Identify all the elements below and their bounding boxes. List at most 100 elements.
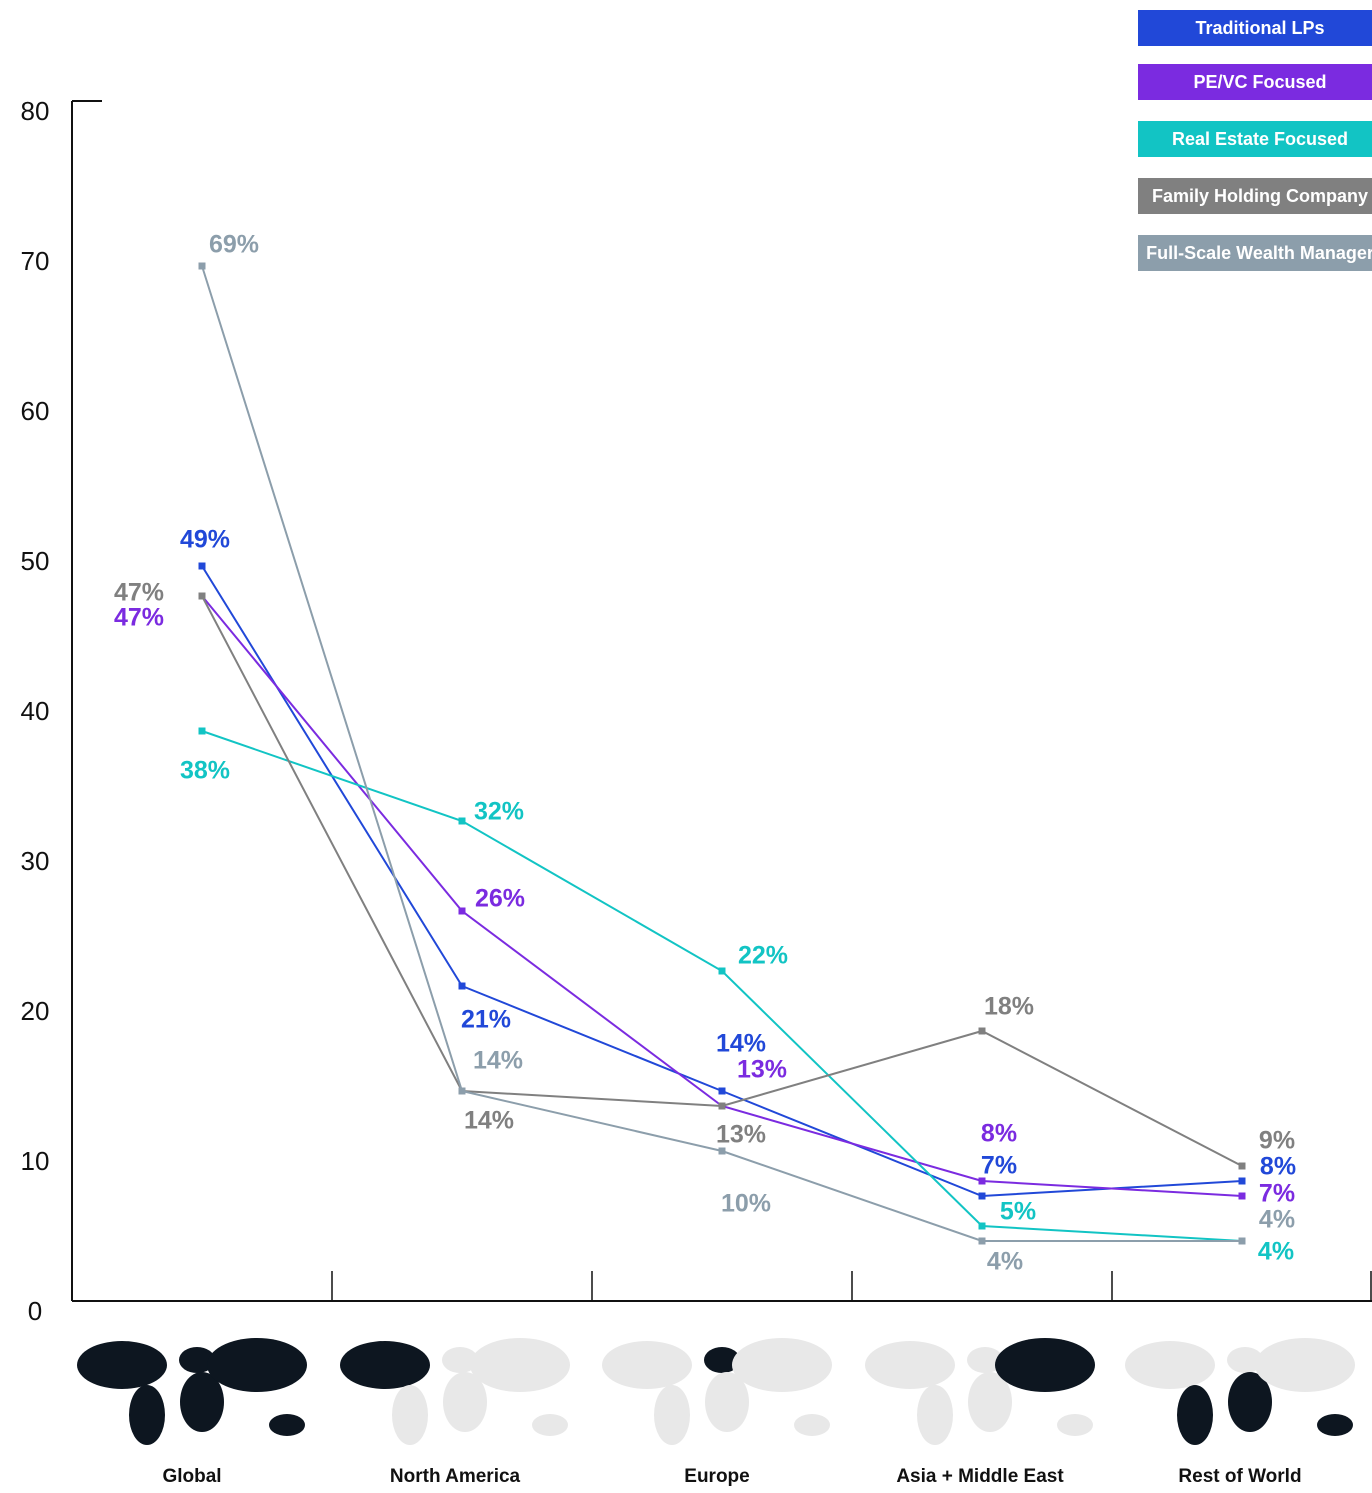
data-label: 5%: [1000, 1198, 1036, 1226]
data-label: 49%: [180, 526, 230, 554]
point-marker: [198, 727, 206, 735]
map-region: [129, 1385, 165, 1445]
point-marker: [1238, 1162, 1246, 1170]
point-marker: [978, 1222, 986, 1230]
data-label: 18%: [984, 993, 1034, 1021]
map-region: [1255, 1338, 1355, 1392]
map-region: [602, 1341, 692, 1389]
point-marker: [718, 1147, 726, 1155]
point-marker: [198, 262, 206, 270]
point-marker: [978, 1177, 986, 1185]
map-region: [532, 1414, 568, 1436]
map-region: [654, 1385, 690, 1445]
data-label: 8%: [981, 1120, 1017, 1148]
map-region: [1125, 1341, 1215, 1389]
map-region: [1227, 1347, 1263, 1373]
x-tick-label: Global: [162, 1466, 221, 1487]
map-region: [968, 1372, 1012, 1432]
data-label: 9%: [1259, 1127, 1295, 1155]
data-label: 7%: [981, 1152, 1017, 1180]
map-region: [917, 1385, 953, 1445]
legend-swatch: [1138, 64, 1372, 100]
map-region: [180, 1372, 224, 1432]
x-tick-label: Europe: [684, 1466, 749, 1487]
map-region: [1057, 1414, 1093, 1436]
point-marker: [718, 1087, 726, 1095]
data-label: 4%: [987, 1248, 1023, 1276]
legend-label: Family Holding Company: [1152, 186, 1368, 206]
legend-label: PE/VC Focused: [1193, 72, 1326, 92]
map-region: [392, 1385, 428, 1445]
point-marker: [198, 562, 206, 570]
y-tick-label: 70: [21, 246, 50, 276]
legend-label: Traditional LPs: [1195, 18, 1324, 38]
x-tick-label: Asia + Middle East: [896, 1466, 1064, 1487]
legend-label: Full-Scale Wealth Manager: [1146, 243, 1372, 263]
series-line: [201, 730, 1243, 1242]
point-marker: [1238, 1237, 1246, 1245]
series-line: [201, 595, 1243, 1167]
map-region: [967, 1347, 1003, 1373]
map-region: [340, 1341, 430, 1389]
y-tick-label: 20: [21, 996, 50, 1026]
legend-swatch: [1138, 121, 1372, 157]
point-marker: [978, 1192, 986, 1200]
map-region: [1228, 1372, 1272, 1432]
y-tick-label: 0: [28, 1296, 42, 1326]
map-region: [1177, 1385, 1213, 1445]
series-line: [201, 565, 1243, 1198]
map-region: [865, 1341, 955, 1389]
map-region: [704, 1347, 740, 1373]
data-label: 7%: [1259, 1180, 1295, 1208]
map-region: [77, 1341, 167, 1389]
data-label: 14%: [464, 1107, 514, 1135]
legend-label: Real Estate Focused: [1172, 129, 1348, 149]
series-line: [201, 265, 1242, 1242]
point-marker: [458, 817, 466, 825]
y-tick-label: 40: [21, 696, 50, 726]
map-region: [1317, 1414, 1353, 1436]
point-marker: [1238, 1192, 1246, 1200]
y-tick-label: 50: [21, 546, 50, 576]
data-label: 4%: [1259, 1206, 1295, 1234]
point-marker: [718, 967, 726, 975]
map-region: [269, 1414, 305, 1436]
data-label: 69%: [209, 231, 259, 259]
data-label: 8%: [1260, 1153, 1296, 1181]
legend-swatch: [1138, 178, 1372, 214]
data-label: 13%: [737, 1056, 787, 1084]
map-region: [179, 1347, 215, 1373]
data-label: 47%: [114, 579, 164, 607]
point-marker: [458, 982, 466, 990]
map-region: [442, 1347, 478, 1373]
point-marker: [718, 1102, 726, 1110]
x-tick-label: North America: [390, 1466, 521, 1487]
map-region: [443, 1372, 487, 1432]
data-label: 26%: [475, 885, 525, 913]
data-label: 38%: [180, 757, 230, 785]
data-label: 13%: [716, 1121, 766, 1149]
point-marker: [978, 1237, 986, 1245]
map-region: [705, 1372, 749, 1432]
region-maps: [77, 1338, 1355, 1445]
data-label: 14%: [716, 1030, 766, 1058]
point-marker: [978, 1027, 986, 1035]
point-marker: [1238, 1177, 1246, 1185]
map-region: [470, 1338, 570, 1392]
map-region: [732, 1338, 832, 1392]
y-tick-label: 10: [21, 1146, 50, 1176]
data-label: 47%: [114, 604, 164, 632]
point-marker: [458, 907, 466, 915]
point-marker: [198, 592, 206, 600]
x-tick-label: Rest of World: [1178, 1466, 1301, 1487]
y-tick-label: 30: [21, 846, 50, 876]
legend-swatch: [1138, 10, 1372, 46]
data-label: 10%: [721, 1190, 771, 1218]
y-tick-label: 60: [21, 396, 50, 426]
data-label: 22%: [738, 942, 788, 970]
data-label: 14%: [473, 1047, 523, 1075]
map-region: [794, 1414, 830, 1436]
data-label: 32%: [474, 798, 524, 826]
point-marker: [458, 1087, 466, 1095]
